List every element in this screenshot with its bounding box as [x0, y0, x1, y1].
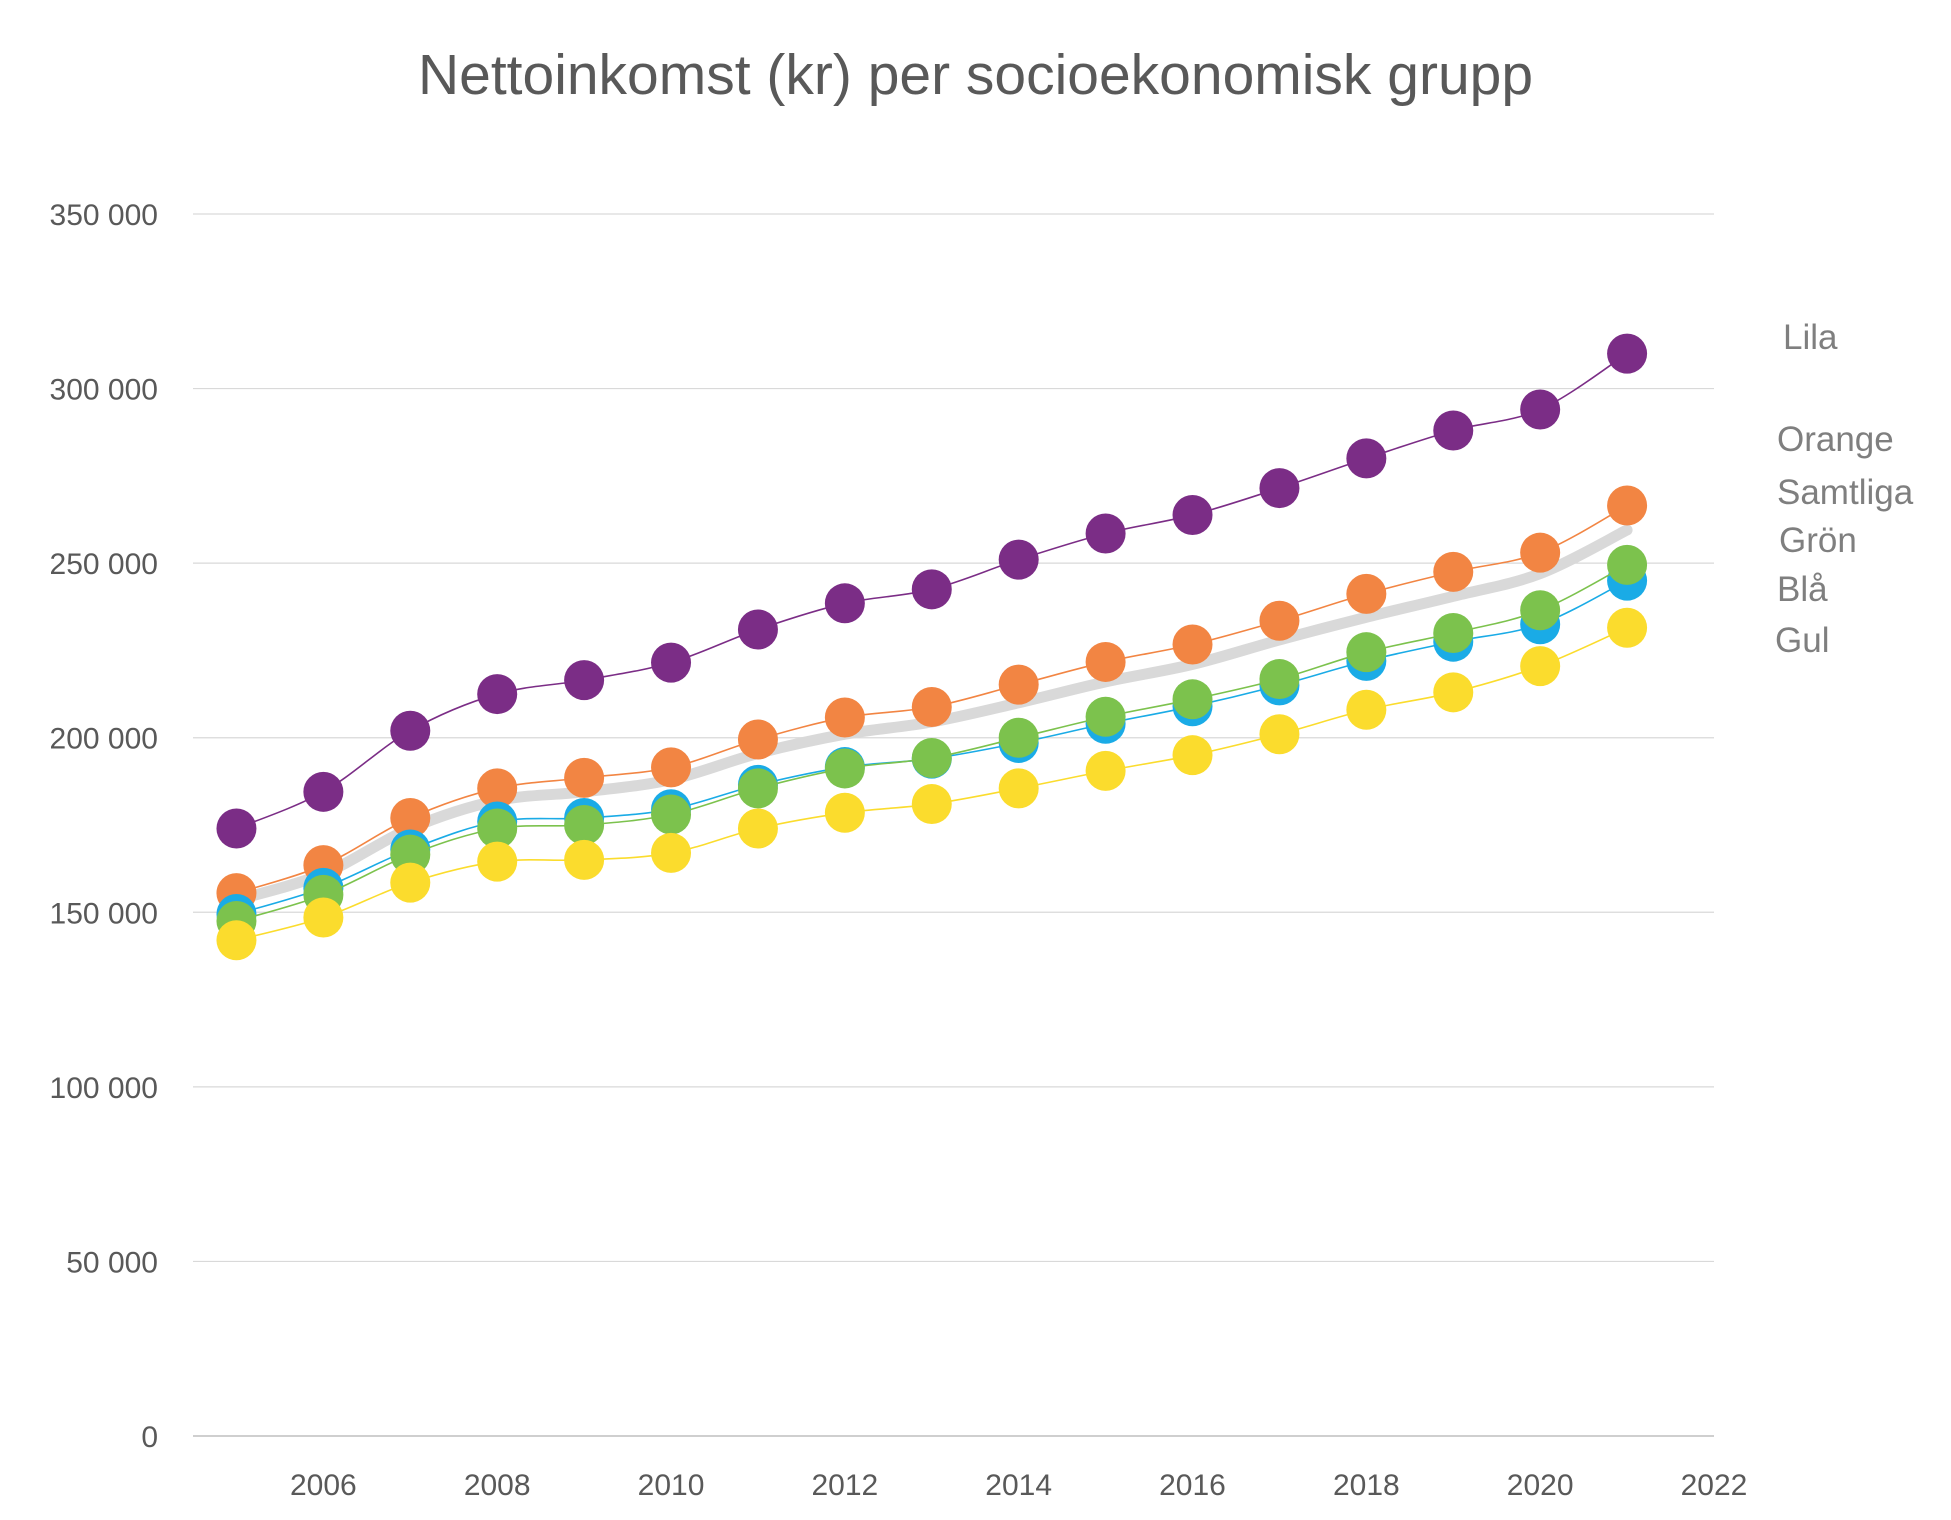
data-point-orange	[390, 798, 431, 839]
data-point-gul	[824, 792, 865, 833]
y-tick-label: 200 000	[50, 723, 158, 756]
data-point-orange	[1607, 485, 1648, 526]
data-point-grn	[1346, 632, 1387, 673]
y-tick-label: 100 000	[50, 1072, 158, 1105]
data-point-gul	[737, 808, 778, 849]
data-point-gul	[998, 768, 1039, 809]
data-point-gul	[1085, 750, 1126, 791]
data-point-lila	[1433, 410, 1474, 451]
axes: 0 50 000 100 000 150 000 200 000 250 000 300 0…	[50, 199, 1748, 1502]
data-point-lila	[651, 642, 692, 683]
data-point-orange	[998, 664, 1039, 705]
data-point-lila	[477, 674, 518, 715]
x-tick-label: 2020	[1507, 1469, 1574, 1502]
data-point-lila	[998, 539, 1039, 580]
data-point-orange	[1520, 532, 1561, 573]
data-point-grn	[564, 805, 605, 845]
data-point-lila	[737, 609, 778, 650]
x-tick-label: 2006	[290, 1469, 357, 1502]
data-point-grn	[390, 834, 431, 875]
y-tick-label: 50 000	[66, 1246, 158, 1279]
chart-title: Nettoinkomst (kr) per socioekonomisk gru…	[417, 43, 1534, 107]
data-point-gul	[1520, 646, 1561, 687]
x-tick-label: 2018	[1333, 1469, 1400, 1502]
x-tick-label: 2022	[1681, 1469, 1748, 1502]
x-tick-label: 2012	[811, 1469, 878, 1502]
series-grn	[216, 544, 1648, 942]
data-point-orange	[824, 697, 865, 738]
data-point-grn	[477, 808, 518, 849]
data-point-grn	[1520, 590, 1561, 631]
data-point-grn	[1607, 544, 1648, 585]
data-point-lila	[216, 808, 257, 849]
data-point-grn	[1085, 696, 1126, 737]
data-point-lila	[824, 583, 865, 624]
series-gul	[216, 607, 1648, 961]
series-group	[216, 333, 1648, 961]
data-point-lila	[564, 660, 605, 701]
legend-label-bl: Blå	[1777, 570, 1828, 609]
data-point-grn	[824, 748, 865, 789]
data-point-lila	[1520, 389, 1561, 430]
data-point-gul	[651, 832, 692, 873]
data-point-orange	[1172, 624, 1213, 665]
data-point-orange	[1433, 551, 1474, 592]
data-point-gul	[564, 839, 605, 880]
y-tick-label: 350 000	[50, 199, 158, 232]
data-point-orange	[911, 686, 952, 727]
gridlines	[193, 213, 1714, 1437]
data-point-grn	[651, 794, 692, 835]
data-point-lila	[1085, 513, 1126, 554]
data-point-lila	[1172, 494, 1213, 535]
data-point-lila	[1259, 468, 1300, 509]
series-orange	[216, 485, 1648, 914]
x-tick-label: 2014	[985, 1469, 1052, 1502]
data-point-gul	[477, 841, 518, 882]
data-point-orange	[564, 757, 605, 798]
data-point-grn	[911, 737, 952, 778]
data-point-gul	[1346, 689, 1387, 730]
data-point-gul	[911, 784, 952, 825]
x-tick-label: 2010	[638, 1469, 705, 1502]
data-point-grn	[1172, 679, 1213, 720]
data-point-orange	[737, 719, 778, 760]
data-point-orange	[651, 747, 692, 788]
data-point-gul	[1607, 607, 1648, 648]
data-point-grn	[1259, 659, 1300, 700]
legend-label-samtliga: Samtliga	[1777, 473, 1914, 512]
data-point-lila	[303, 771, 344, 812]
data-point-lila	[1607, 333, 1648, 374]
y-tick-label: 150 000	[50, 897, 158, 930]
data-point-orange	[477, 768, 518, 809]
legend-label-gul: Gul	[1775, 621, 1829, 660]
legend: Lila Orange Samtliga Grön Blå Gul	[1775, 318, 1914, 660]
data-point-gul	[390, 862, 431, 903]
data-point-lila	[1346, 438, 1387, 479]
x-tick-label: 2008	[464, 1469, 531, 1502]
data-point-grn	[1433, 612, 1474, 653]
data-point-gul	[1172, 735, 1213, 776]
data-point-gul	[216, 920, 257, 961]
y-tick-label: 300 000	[50, 374, 158, 407]
y-tick-label: 250 000	[50, 548, 158, 581]
series-lila	[216, 333, 1648, 849]
legend-label-grn: Grön	[1779, 521, 1857, 560]
data-point-grn	[998, 717, 1039, 758]
series-line-gul	[236, 627, 1628, 941]
data-point-gul	[1259, 714, 1300, 755]
data-point-gul	[303, 897, 344, 938]
data-point-lila	[911, 569, 952, 610]
data-point-grn	[737, 768, 778, 809]
x-tick-label: 2016	[1159, 1469, 1226, 1502]
legend-label-lila: Lila	[1783, 318, 1838, 357]
data-point-gul	[1433, 672, 1474, 713]
data-point-lila	[390, 710, 431, 751]
data-point-orange	[1259, 600, 1300, 641]
legend-label-orange: Orange	[1777, 420, 1894, 459]
data-point-orange	[1346, 573, 1387, 614]
y-tick-label: 0	[141, 1421, 158, 1454]
data-point-orange	[1085, 641, 1126, 682]
